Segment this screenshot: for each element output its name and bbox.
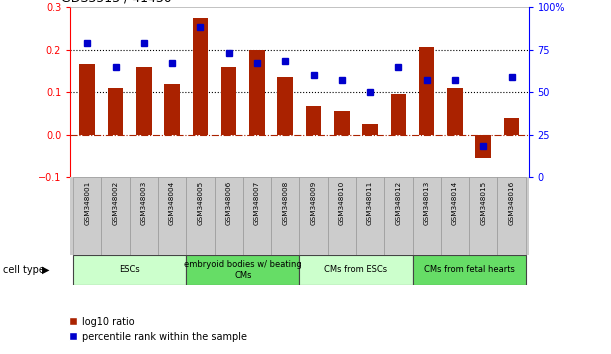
Bar bbox=[390, 94, 406, 135]
Bar bbox=[306, 105, 321, 135]
Bar bbox=[243, 177, 271, 255]
Bar bbox=[362, 124, 378, 135]
Bar bbox=[101, 177, 130, 255]
Text: CMs from ESCs: CMs from ESCs bbox=[324, 266, 387, 274]
Legend: log10 ratio, percentile rank within the sample: log10 ratio, percentile rank within the … bbox=[66, 313, 251, 346]
Bar bbox=[356, 177, 384, 255]
Text: GSM348008: GSM348008 bbox=[282, 181, 288, 225]
Text: GSM348014: GSM348014 bbox=[452, 181, 458, 225]
Bar bbox=[412, 255, 525, 285]
Bar bbox=[384, 177, 412, 255]
Text: GDS3513 / 41430: GDS3513 / 41430 bbox=[61, 0, 172, 5]
Bar bbox=[164, 84, 180, 135]
Bar bbox=[475, 135, 491, 158]
Text: GSM348004: GSM348004 bbox=[169, 181, 175, 225]
Text: GSM348015: GSM348015 bbox=[480, 181, 486, 225]
Bar bbox=[130, 177, 158, 255]
Bar bbox=[327, 177, 356, 255]
Text: GSM348003: GSM348003 bbox=[141, 181, 147, 225]
Bar bbox=[277, 77, 293, 135]
Bar bbox=[441, 177, 469, 255]
Bar bbox=[271, 177, 299, 255]
Text: GSM348009: GSM348009 bbox=[310, 181, 316, 225]
Text: GSM348013: GSM348013 bbox=[423, 181, 430, 225]
Text: GSM348005: GSM348005 bbox=[197, 181, 203, 225]
Bar bbox=[412, 177, 441, 255]
Bar bbox=[136, 67, 152, 135]
Bar bbox=[186, 255, 299, 285]
Text: GSM348012: GSM348012 bbox=[395, 181, 401, 225]
Text: embryoid bodies w/ beating
CMs: embryoid bodies w/ beating CMs bbox=[184, 260, 302, 280]
Bar bbox=[214, 177, 243, 255]
Text: ESCs: ESCs bbox=[119, 266, 140, 274]
Text: GSM348001: GSM348001 bbox=[84, 181, 90, 225]
Text: GSM348006: GSM348006 bbox=[225, 181, 232, 225]
Text: GSM348011: GSM348011 bbox=[367, 181, 373, 225]
Bar bbox=[79, 64, 95, 135]
Text: GSM348007: GSM348007 bbox=[254, 181, 260, 225]
Bar bbox=[419, 47, 434, 135]
Text: GSM348010: GSM348010 bbox=[339, 181, 345, 225]
Text: CMs from fetal hearts: CMs from fetal hearts bbox=[423, 266, 514, 274]
Bar bbox=[108, 88, 123, 135]
Bar bbox=[73, 177, 101, 255]
Text: ▶: ▶ bbox=[42, 265, 49, 275]
Text: GSM348002: GSM348002 bbox=[112, 181, 119, 225]
Text: cell type: cell type bbox=[3, 265, 45, 275]
Bar bbox=[299, 177, 327, 255]
Text: GSM348016: GSM348016 bbox=[508, 181, 514, 225]
Bar bbox=[299, 255, 412, 285]
Bar bbox=[192, 18, 208, 135]
Bar bbox=[249, 50, 265, 135]
Bar bbox=[186, 177, 214, 255]
Bar bbox=[447, 88, 463, 135]
Bar bbox=[158, 177, 186, 255]
Bar bbox=[221, 67, 236, 135]
Bar bbox=[73, 255, 186, 285]
Bar bbox=[497, 177, 525, 255]
Bar bbox=[469, 177, 497, 255]
Bar bbox=[334, 111, 349, 135]
Bar bbox=[503, 118, 519, 135]
